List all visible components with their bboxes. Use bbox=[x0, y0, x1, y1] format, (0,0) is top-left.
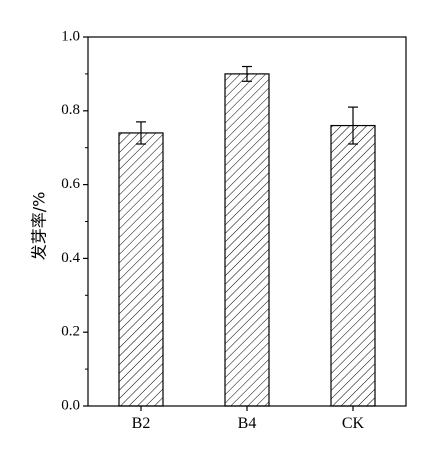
x-tick-label: CK bbox=[342, 415, 365, 432]
y-tick-label: 0.8 bbox=[61, 102, 80, 118]
bar-b2 bbox=[118, 132, 164, 407]
bar-ck bbox=[330, 124, 376, 407]
y-tick-label: 0.4 bbox=[61, 250, 80, 266]
y-tick-label: 1.0 bbox=[61, 28, 80, 44]
x-tick-label: B4 bbox=[238, 415, 257, 432]
bar-b4 bbox=[224, 73, 270, 407]
bars bbox=[118, 73, 376, 407]
y-tick-label: 0.6 bbox=[61, 176, 80, 192]
y-axis-label: 发芽率/% bbox=[30, 192, 49, 261]
error-bars bbox=[136, 65, 358, 145]
y-tick-label: 0.0 bbox=[61, 397, 80, 413]
y-axis-ticks: 0.0 0.2 0.4 0.6 0.8 1.0 bbox=[61, 28, 88, 413]
x-axis-ticks: B2 B4 CK bbox=[132, 406, 365, 432]
x-tick-label: B2 bbox=[132, 415, 151, 432]
y-tick-label: 0.2 bbox=[61, 324, 80, 340]
